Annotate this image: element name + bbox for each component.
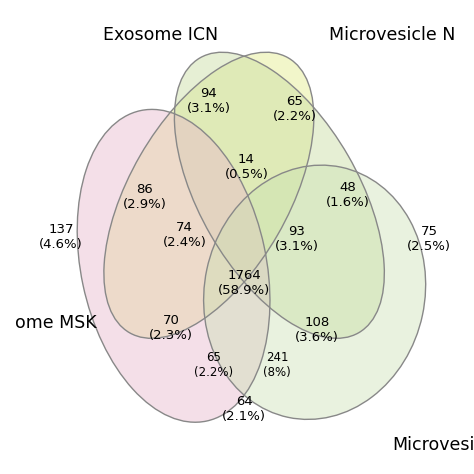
Text: 65
(2.2%): 65 (2.2%) xyxy=(273,95,317,123)
Text: 14
(0.5%): 14 (0.5%) xyxy=(224,153,268,181)
Text: 75
(2.5%): 75 (2.5%) xyxy=(407,225,451,254)
Ellipse shape xyxy=(204,165,426,419)
Text: 70
(2.3%): 70 (2.3%) xyxy=(149,313,193,342)
Text: 108
(3.6%): 108 (3.6%) xyxy=(295,316,339,344)
Text: ome MSK: ome MSK xyxy=(15,314,97,332)
Text: 137
(4.6%): 137 (4.6%) xyxy=(39,223,83,251)
Text: 64
(2.1%): 64 (2.1%) xyxy=(222,395,266,423)
Text: 74
(2.4%): 74 (2.4%) xyxy=(163,221,207,249)
Text: 65
(2.2%): 65 (2.2%) xyxy=(194,351,233,379)
Ellipse shape xyxy=(104,52,314,338)
Ellipse shape xyxy=(77,109,270,422)
Text: 1764
(58.9%): 1764 (58.9%) xyxy=(218,269,270,298)
Text: 93
(3.1%): 93 (3.1%) xyxy=(275,225,319,254)
Text: 241
(8%): 241 (8%) xyxy=(263,351,291,379)
Text: 86
(2.9%): 86 (2.9%) xyxy=(123,183,167,211)
Text: Exosome ICN: Exosome ICN xyxy=(103,26,218,44)
Text: Microvesicle N: Microvesicle N xyxy=(328,26,455,44)
Text: Microvesicle: Microvesicle xyxy=(392,436,474,454)
Text: 94
(3.1%): 94 (3.1%) xyxy=(187,87,231,115)
Text: 48
(1.6%): 48 (1.6%) xyxy=(326,181,370,210)
Ellipse shape xyxy=(174,52,384,338)
